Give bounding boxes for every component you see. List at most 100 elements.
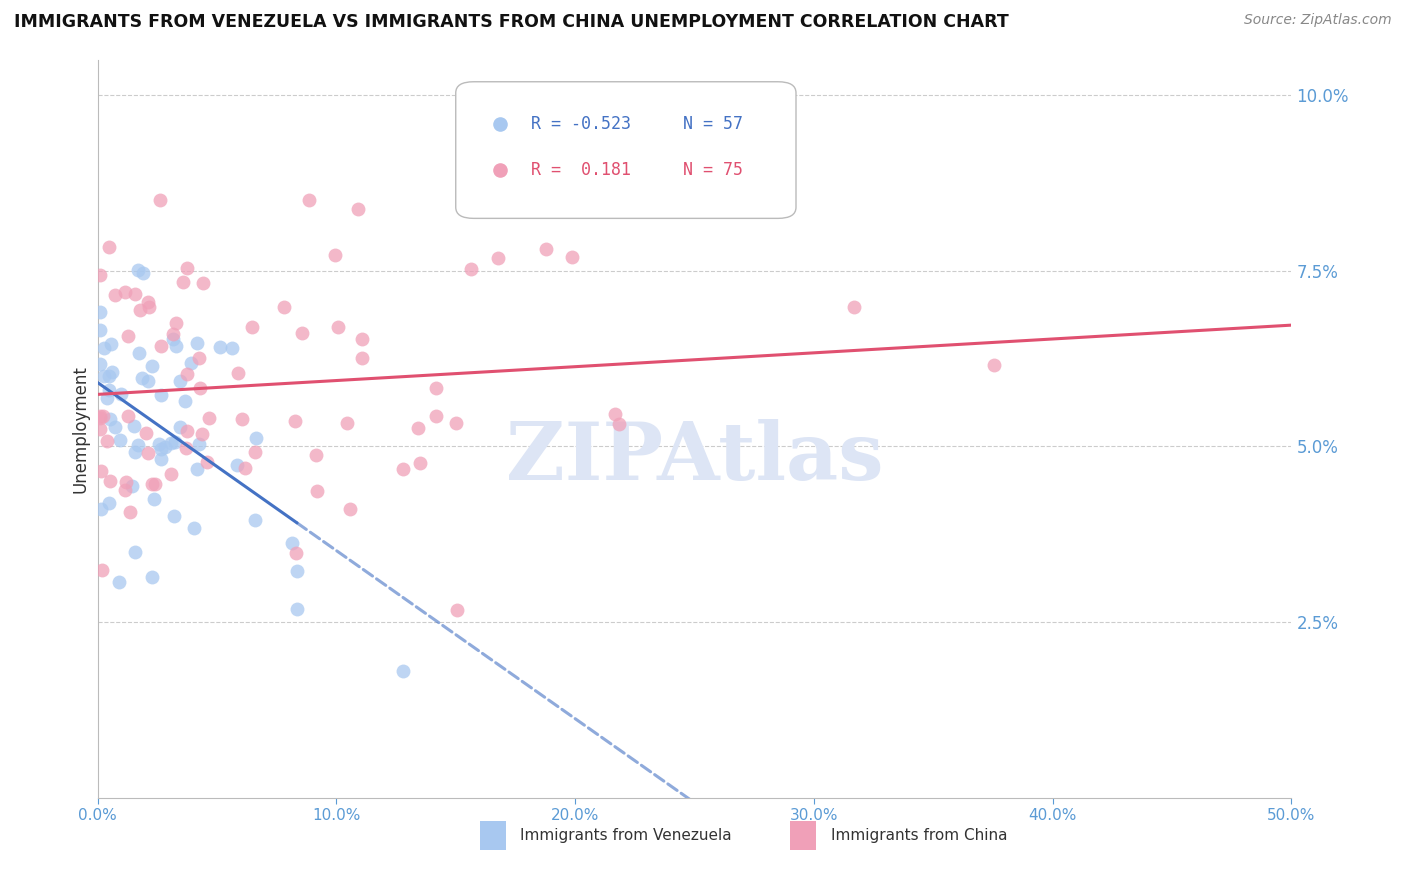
Point: [90, 465, 112, 479]
Point: [444, 417, 467, 431]
Point: [187, 351, 209, 365]
Point: [160, 467, 183, 481]
Point: [339, 502, 361, 516]
Y-axis label: Unemployment: Unemployment: [72, 365, 89, 492]
Point: [350, 332, 373, 346]
Point: [561, 250, 583, 264]
Point: [408, 421, 430, 435]
Point: [143, 476, 166, 491]
Point: [138, 445, 160, 459]
Point: [121, 479, 143, 493]
Point: [226, 367, 249, 381]
Point: [188, 381, 211, 395]
Point: [124, 544, 146, 558]
Point: [425, 381, 447, 395]
Point: [162, 326, 184, 341]
Point: [141, 570, 163, 584]
Point: [97, 384, 120, 398]
Point: [176, 424, 198, 438]
Point: [89, 357, 111, 371]
Point: [162, 332, 184, 346]
Text: N = 57: N = 57: [682, 115, 742, 133]
FancyBboxPatch shape: [479, 821, 506, 850]
Point: [280, 536, 302, 550]
Point: [141, 359, 163, 374]
Point: [172, 275, 194, 289]
Point: [114, 483, 136, 498]
Point: [603, 407, 626, 421]
FancyBboxPatch shape: [456, 82, 796, 219]
Point: [323, 248, 346, 262]
Point: [165, 317, 187, 331]
Point: [169, 374, 191, 388]
Text: Source: ZipAtlas.com: Source: ZipAtlas.com: [1244, 13, 1392, 28]
Point: [110, 387, 132, 401]
Point: [135, 426, 157, 441]
Point: [425, 409, 447, 424]
Point: [245, 445, 267, 459]
FancyBboxPatch shape: [790, 821, 817, 850]
Point: [89, 409, 111, 423]
Point: [231, 411, 253, 425]
Point: [91, 409, 114, 424]
Point: [174, 441, 197, 455]
Point: [89, 304, 111, 318]
Point: [124, 418, 146, 433]
Point: [114, 285, 136, 300]
Point: [307, 483, 329, 498]
Point: [326, 320, 349, 334]
Point: [193, 276, 215, 290]
Point: [273, 300, 295, 314]
Point: [408, 456, 430, 470]
Point: [297, 193, 319, 207]
Point: [844, 300, 866, 314]
Point: [486, 251, 509, 265]
Point: [305, 449, 328, 463]
Text: ZIPAtlas: ZIPAtlas: [506, 419, 883, 498]
Point: [983, 359, 1005, 373]
Point: [93, 368, 115, 383]
Point: [98, 412, 121, 426]
Point: [138, 294, 160, 309]
Text: R =  0.181: R = 0.181: [531, 161, 631, 179]
Point: [191, 426, 214, 441]
Point: [186, 335, 208, 350]
Point: [107, 574, 129, 589]
Text: R = -0.523: R = -0.523: [531, 115, 631, 133]
Point: [148, 437, 170, 451]
Point: [124, 445, 146, 459]
Point: [460, 262, 482, 277]
Point: [100, 337, 122, 351]
Point: [284, 546, 307, 560]
Point: [101, 365, 124, 379]
Point: [291, 326, 314, 340]
Point: [284, 414, 307, 428]
Point: [124, 287, 146, 301]
Point: [169, 419, 191, 434]
Point: [117, 329, 139, 343]
Point: [149, 194, 172, 208]
Point: [149, 388, 172, 402]
Point: [98, 368, 121, 383]
Point: [142, 492, 165, 507]
Point: [90, 501, 112, 516]
Text: Immigrants from China: Immigrants from China: [831, 828, 1007, 843]
Point: [136, 374, 159, 388]
Point: [138, 301, 160, 315]
Point: [607, 417, 630, 432]
Point: [221, 341, 243, 355]
Point: [93, 341, 115, 355]
Point: [285, 602, 308, 616]
Point: [391, 462, 413, 476]
Point: [89, 323, 111, 337]
Point: [176, 367, 198, 381]
Point: [534, 243, 557, 257]
Point: [96, 392, 118, 406]
Point: [98, 475, 121, 489]
Point: [165, 339, 187, 353]
Point: [160, 436, 183, 450]
Point: [183, 521, 205, 535]
Point: [96, 434, 118, 448]
Point: [240, 319, 263, 334]
Point: [180, 356, 202, 370]
